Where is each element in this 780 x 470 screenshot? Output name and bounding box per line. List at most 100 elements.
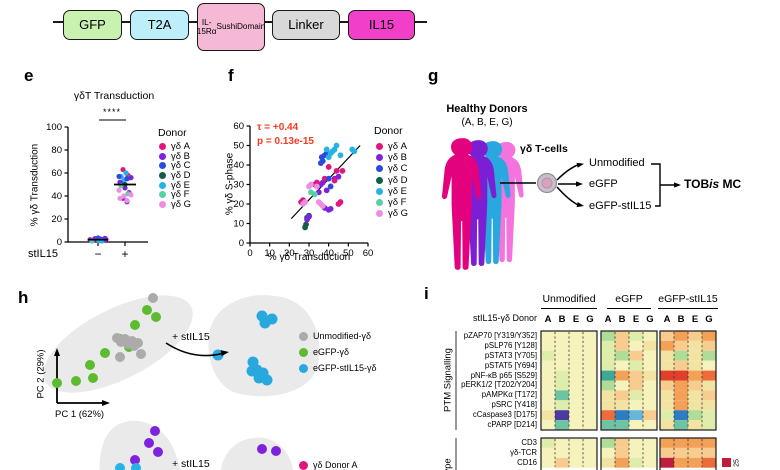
cell-nucleus-icon: [541, 177, 553, 189]
heatmap-cell: [629, 410, 643, 421]
dot-plot-point: [120, 166, 126, 173]
dot-plot-point: [121, 193, 127, 199]
heatmap-cell: [555, 390, 569, 401]
heatmap-cell: [601, 370, 615, 381]
dot-plot-point: [124, 176, 130, 182]
scatter-point: [325, 164, 332, 170]
heatmap-cell: [643, 340, 657, 351]
heatmap-cell: [660, 457, 674, 468]
heatmap-cell: [541, 350, 555, 361]
heatmap-cell: [569, 360, 583, 371]
heatmap-cell: [583, 400, 597, 411]
scatter-point: [303, 221, 309, 228]
scatter-point: [337, 152, 344, 159]
heatmap-cell: [555, 370, 569, 381]
legend-dot: [159, 143, 166, 151]
legend-item: γδ B: [376, 152, 408, 163]
heatmap-cell: [702, 400, 716, 411]
heatmap-cell: [583, 370, 597, 381]
heatmap-cell: [688, 438, 702, 448]
heatmap-cell: [541, 457, 555, 468]
legend-dot: [376, 199, 383, 207]
heatmap-cell: [688, 447, 702, 458]
heatmap-cell: [615, 457, 629, 468]
legend-label: γδ A: [388, 141, 408, 153]
heatmap-row-label: pAMPKα [T172]: [481, 390, 537, 400]
scatter-point: [333, 142, 340, 149]
branch-arrowhead-top: [576, 162, 584, 168]
dot-plot-point: [116, 187, 122, 193]
heatmap-block-border: [600, 437, 658, 470]
heatmap-cell: [569, 438, 583, 448]
plot-f-ytick-label: 30: [233, 180, 244, 191]
heatmap-cell: [583, 360, 597, 371]
heatmap-cell: [643, 400, 657, 411]
heatmap-cell: [629, 400, 643, 411]
heatmap-cell: [541, 370, 555, 381]
heatmap-cell: [569, 340, 583, 351]
heatmap-cell: [629, 350, 643, 361]
legend-label: γδ A: [171, 141, 191, 153]
legend-dot: [376, 176, 383, 184]
heatmap-cell: [541, 360, 555, 371]
donor-silhouette-3: [441, 138, 482, 270]
plot-f-ytick-label: 50: [233, 141, 244, 152]
pca2-point-purple: [153, 447, 163, 457]
construct-segment-il15: IL15: [348, 10, 415, 40]
panel-letter-i: i: [424, 284, 429, 303]
healthy-donors-title: Healthy Donors: [446, 103, 528, 115]
heatmap-cell: [702, 410, 716, 421]
legend-label: γδ F: [171, 189, 190, 201]
legend-dot: [299, 460, 308, 470]
heatmap-cell: [541, 438, 555, 448]
heatmap-cell: [702, 331, 716, 341]
heatmap-cell: [643, 350, 657, 361]
heatmap-cell: [702, 340, 716, 351]
heatmap-block-border: [540, 437, 598, 470]
heatmap-cell: [674, 350, 688, 361]
plot-f-xtick-label: 0: [247, 248, 252, 259]
pca2-point-cyan: [115, 463, 125, 470]
stat-p: p = 0.13e-15: [257, 136, 314, 147]
heatmap-cell: [660, 370, 674, 381]
heatmap-cell: [555, 360, 569, 371]
plot-e-ytick-label: 60: [51, 168, 62, 179]
heatmap-cell: [615, 340, 629, 351]
scatter-point: [313, 183, 320, 190]
heatmap-cell: [555, 380, 569, 391]
legend-item: γδ D: [376, 175, 408, 186]
legend-label: γδ E: [171, 179, 191, 191]
heatmap-cell: [643, 457, 657, 468]
pca-point-stil15: [246, 365, 258, 377]
pca-point-unmodified: [148, 293, 158, 303]
legend-f-title: Donor: [374, 125, 403, 137]
plot-e-ytick-label: 20: [51, 214, 62, 225]
pca-point-unmodified: [115, 352, 125, 362]
heatmap-cell: [688, 331, 702, 341]
legend-dot: [376, 210, 383, 218]
heatmap-cell: [643, 331, 657, 341]
plot-f-xtick-label: 20: [284, 248, 295, 259]
heatmap-cell: [688, 457, 702, 468]
plot-f-xtick-label: 60: [363, 248, 374, 259]
pca-point-egfp: [85, 360, 95, 370]
pc2-arrowhead: [54, 348, 60, 356]
panel-letter-f: f: [228, 66, 234, 85]
legend-pca-conditions: Unmodified-γδ eGFP-γδ eGFP-stIL15-γδ: [299, 330, 377, 378]
heatmap-cell: [601, 420, 615, 430]
heatmap-cell: [629, 380, 643, 391]
stil15-arrow-label: + stIL15: [172, 331, 210, 343]
scatter-point: [331, 177, 338, 184]
heatmap-cell: [569, 390, 583, 401]
pc1-arrowhead: [102, 400, 110, 406]
heatmap-cell: [688, 400, 702, 411]
plot-e-ytick-label: 0: [57, 237, 62, 248]
plot-e-title: γδT Transduction: [73, 90, 155, 102]
heatmap-row-label: CD3: [521, 437, 537, 447]
heatmap-col-letter: G: [586, 314, 593, 325]
heatmap-block-border: [659, 330, 717, 431]
heatmap-block-border: [659, 437, 717, 470]
legend-item: γδ A: [376, 141, 408, 152]
heatmap-cell: [615, 370, 629, 381]
